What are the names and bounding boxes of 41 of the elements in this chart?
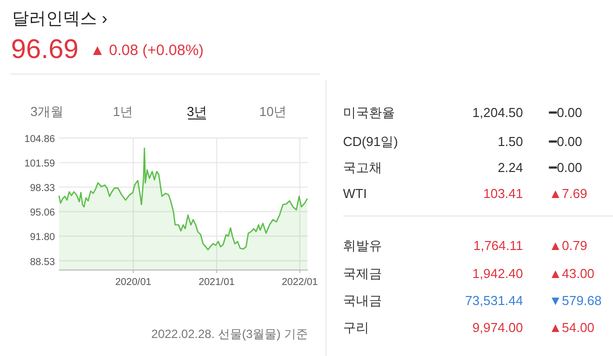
y-tick-label: 95.06 (30, 208, 56, 219)
chart-subtitle: 96.69 (11, 34, 79, 64)
text: 1년 (112, 104, 134, 119)
data-label: 73,531.44 (465, 293, 523, 308)
data-label: 1,204.50 (472, 105, 523, 120)
text: 10년 (259, 104, 287, 119)
category-label: 국제금 (343, 266, 382, 281)
data-label: ▲0.79 (549, 238, 588, 253)
y-tick-label: 98.33 (30, 183, 56, 194)
data-label: ━0.00 (548, 105, 582, 120)
data-label: ▲54.00 (549, 320, 594, 335)
data-label: 1.50 (498, 134, 523, 149)
data-label: ▼579.68 (549, 293, 602, 308)
data-label: 1,764.11 (473, 238, 523, 253)
text: 3년 (186, 104, 208, 119)
text: ▲ 0.08 (+0.08%) (90, 42, 204, 59)
data-label: 9,974.00 (472, 320, 523, 335)
chart-title: 달러인덱스 › (12, 9, 108, 28)
data-label: ━0.00 (548, 134, 582, 149)
data-label: ▲43.00 (549, 266, 594, 281)
category-label: 국내금 (343, 293, 382, 308)
category-label: CD(91일) (343, 134, 398, 149)
y-tick-label: 91.80 (30, 232, 56, 244)
data-label: ▲7.69 (549, 186, 588, 201)
category-label: 국고채 (343, 160, 382, 175)
category-label: WTI (343, 186, 367, 201)
y-tick-label: 104.86 (24, 134, 56, 145)
category-label: 휘발유 (343, 238, 382, 253)
x-tick-label: 2022/01 (282, 277, 318, 288)
y-tick-label: 88.53 (30, 256, 56, 268)
text: 3개월 (30, 104, 64, 119)
data-label: 103.41 (483, 186, 523, 201)
data-label: ━0.00 (548, 160, 582, 175)
category-label: 구리 (343, 320, 369, 335)
category-label: 미국환율 (343, 105, 395, 120)
data-label: 1,942.40 (472, 266, 523, 281)
data-label: 2.24 (498, 160, 523, 175)
x-tick-label: 2021/01 (198, 277, 236, 288)
text: 2022.02.28. 선물(3월물) 기준 (151, 327, 308, 341)
x-tick-label: 2020/01 (115, 277, 152, 288)
y-tick-label: 101.59 (24, 158, 56, 170)
